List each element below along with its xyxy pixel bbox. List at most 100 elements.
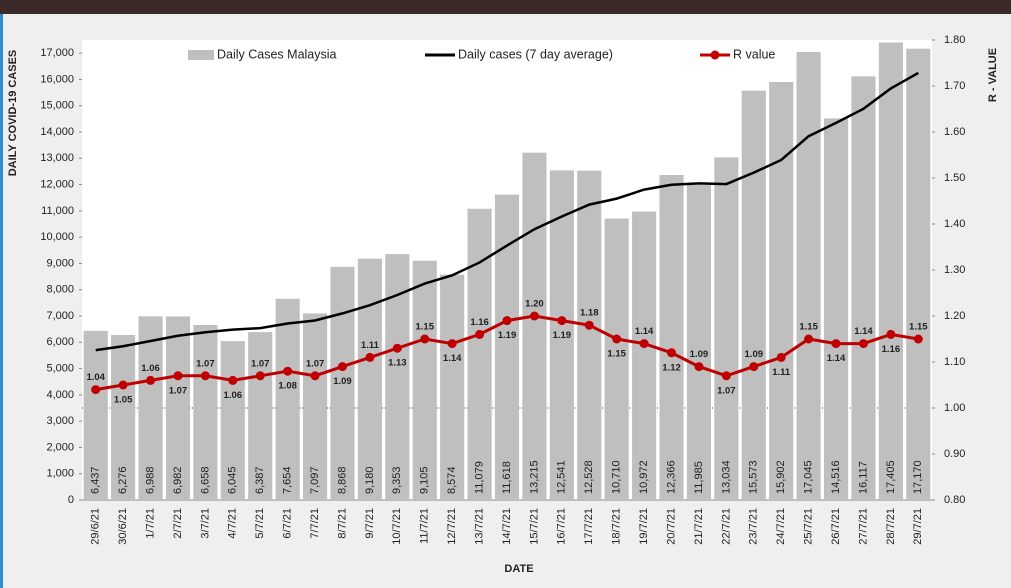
- y-tick-label: 11,000: [41, 205, 74, 217]
- y-tick-label: 0: [68, 494, 74, 506]
- x-tick-label: 21/7/21: [693, 508, 705, 545]
- bar: [549, 170, 574, 500]
- top-band: [0, 0, 1011, 14]
- point: [639, 339, 649, 349]
- point-label: 1.13: [388, 358, 407, 369]
- x-tick-label: 10/7/21: [391, 508, 403, 545]
- point-label: 1.15: [799, 322, 818, 333]
- bar-label: 6,988: [144, 466, 156, 494]
- bar-label: 11,618: [501, 461, 513, 494]
- bar: [357, 258, 382, 500]
- bar: [714, 157, 739, 500]
- point: [365, 352, 375, 362]
- bar: [878, 42, 903, 501]
- x-tick-label: 13/7/21: [473, 508, 485, 545]
- bar: [220, 341, 245, 500]
- side-strip: [0, 14, 3, 588]
- point: [447, 339, 457, 349]
- point-label: 1.09: [333, 376, 352, 387]
- bar: [906, 48, 931, 500]
- bar-label: 15,573: [748, 460, 760, 494]
- bar: [440, 274, 465, 500]
- point-label: 1.19: [553, 330, 572, 341]
- x-tick-label: 12/7/21: [446, 508, 458, 545]
- point: [831, 339, 841, 349]
- point-label: 1.16: [470, 317, 489, 328]
- point: [913, 334, 923, 344]
- point-label: 1.14: [827, 353, 846, 364]
- x-tick-label: 14/7/21: [501, 508, 513, 545]
- x-tick-label: 8/7/21: [336, 508, 348, 539]
- bar: [741, 90, 766, 500]
- bar: [83, 330, 108, 500]
- legend-swatch: [188, 50, 214, 60]
- bar-label: 6,387: [254, 466, 266, 494]
- bar-label: 13,034: [720, 460, 732, 494]
- bar: [796, 51, 821, 501]
- point-label: 1.16: [882, 344, 901, 355]
- y-tick-label: 8,000: [46, 284, 74, 296]
- point: [146, 375, 156, 385]
- bar-label: 17,405: [885, 460, 897, 494]
- bar-label: 8,868: [336, 466, 348, 494]
- x-tick-label: 7/7/21: [309, 508, 321, 539]
- point-label: 1.04: [86, 372, 105, 383]
- x-tick-label: 5/7/21: [254, 508, 266, 539]
- bar-label: 11,985: [693, 461, 705, 494]
- bar-label: 12,366: [665, 460, 677, 494]
- bar: [303, 313, 328, 500]
- bar-label: 6,045: [227, 466, 239, 494]
- bar: [193, 324, 218, 500]
- legend-marker: [710, 50, 720, 60]
- bar-label: 16,117: [857, 461, 869, 494]
- point-label: 1.15: [909, 322, 928, 333]
- x-tick-label: 24/7/21: [775, 508, 787, 545]
- point-label: 1.07: [196, 358, 215, 369]
- bar: [138, 316, 163, 500]
- bar: [248, 332, 273, 500]
- x-tick-label: 1/7/21: [144, 508, 156, 539]
- y2-tick-label: 1.80: [944, 34, 965, 46]
- point-label: 1.09: [690, 349, 709, 360]
- y-tick-label: 1,000: [46, 468, 74, 480]
- y-tick-label: 17,000: [40, 47, 74, 59]
- line: [95, 71, 919, 352]
- point-label: 1.11: [772, 367, 791, 378]
- point: [886, 329, 896, 339]
- point-label: 1.15: [607, 349, 626, 360]
- y2-tick-label: 1.50: [944, 172, 965, 184]
- y-tick-label: 6,000: [46, 336, 74, 348]
- y2-tick-label: 0.90: [944, 448, 965, 460]
- y-axis-title: DAILY COVID-19 CASES: [7, 50, 19, 177]
- y-tick-label: 9,000: [46, 257, 74, 269]
- x-tick-label: 29/6/21: [90, 508, 102, 545]
- y-tick-label: 2,000: [46, 441, 74, 453]
- x-tick-label: 15/7/21: [528, 508, 540, 545]
- bar-label: 7,097: [309, 466, 321, 494]
- point: [392, 343, 402, 353]
- bar-label: 13,215: [528, 460, 540, 494]
- point: [612, 334, 622, 344]
- x-tick-label: 18/7/21: [611, 508, 623, 545]
- point-label: 1.06: [224, 390, 243, 401]
- point: [420, 334, 430, 344]
- point: [91, 385, 101, 395]
- x-tick-label: 22/7/21: [720, 508, 732, 545]
- point-label: 1.14: [635, 326, 654, 337]
- y-tick-label: 16,000: [40, 73, 74, 85]
- point-label: 1.15: [415, 322, 434, 333]
- bar-label: 6,437: [90, 466, 102, 494]
- y2-tick-label: 1.10: [944, 356, 965, 368]
- y2-tick-label: 1.30: [944, 264, 965, 276]
- bar: [330, 266, 355, 500]
- bar-label: 6,276: [117, 466, 129, 494]
- bar: [522, 152, 547, 501]
- x-tick-label: 16/7/21: [556, 508, 568, 545]
- bar: [769, 82, 794, 500]
- bar: [851, 76, 876, 500]
- point: [283, 366, 293, 376]
- point-label: 1.18: [580, 308, 599, 319]
- point: [776, 352, 786, 362]
- bar: [165, 316, 191, 500]
- legend-label: Daily Cases Malaysia: [217, 47, 337, 61]
